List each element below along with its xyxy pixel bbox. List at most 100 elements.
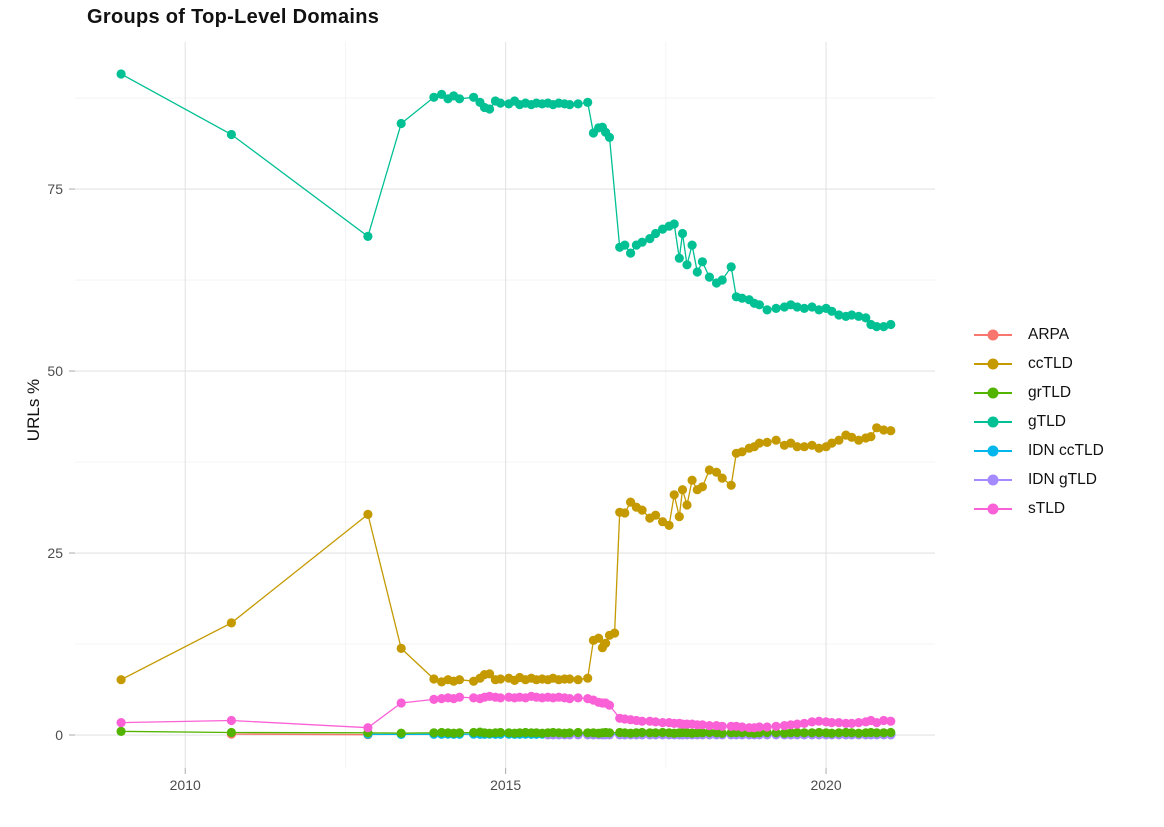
data-point xyxy=(834,718,844,728)
data-point xyxy=(771,435,781,445)
data-point xyxy=(827,438,837,448)
data-point xyxy=(495,727,506,738)
data-point xyxy=(854,718,864,728)
legend-label: sTLD xyxy=(1028,499,1066,517)
data-point xyxy=(583,673,593,683)
chart-title: Groups of Top-Level Domains xyxy=(87,6,380,28)
data-point xyxy=(565,100,575,110)
legend-label: gTLD xyxy=(1028,412,1066,430)
legend-item-cctld: ccTLD xyxy=(972,349,1104,378)
data-point xyxy=(677,485,688,495)
data-point xyxy=(704,727,715,738)
gridlines xyxy=(75,42,935,768)
data-point xyxy=(226,715,236,726)
data-point xyxy=(620,240,630,250)
data-point xyxy=(573,99,583,109)
legend-label: ARPA xyxy=(1028,325,1070,343)
data-point xyxy=(601,638,611,648)
data-point xyxy=(396,698,406,708)
legend-item-idn-gtld: IDN gTLD xyxy=(972,465,1104,494)
data-point xyxy=(454,692,465,702)
data-point xyxy=(594,633,604,643)
data-point xyxy=(854,435,864,445)
data-point xyxy=(704,721,715,731)
data-point xyxy=(799,303,809,313)
data-point xyxy=(827,728,837,738)
legend-item-gtld: gTLD xyxy=(972,407,1104,436)
data-point xyxy=(226,618,236,628)
data-point xyxy=(495,98,506,108)
legend-item-idn-cctld: IDN ccTLD xyxy=(972,436,1104,465)
series-cctld xyxy=(116,423,896,687)
data-point xyxy=(116,675,126,685)
series-stld xyxy=(116,691,896,733)
data-point xyxy=(226,727,236,738)
data-point xyxy=(754,722,765,732)
data-point xyxy=(886,426,896,436)
data-point xyxy=(429,92,439,102)
data-point xyxy=(717,275,727,285)
data-point xyxy=(363,723,373,733)
legend-item-arpa: ARPA xyxy=(972,320,1104,349)
data-point xyxy=(697,728,708,738)
data-point xyxy=(717,721,727,731)
series-line xyxy=(231,733,368,736)
legend-label: IDN ccTLD xyxy=(1028,441,1104,459)
data-point xyxy=(754,438,765,448)
data-point xyxy=(604,132,615,142)
data-point xyxy=(879,715,889,726)
data-point xyxy=(454,675,465,685)
data-point xyxy=(762,305,772,315)
series-arpa xyxy=(226,729,373,740)
data-point xyxy=(651,717,661,727)
data-point xyxy=(485,669,495,679)
data-point xyxy=(226,129,236,140)
data-point xyxy=(866,432,876,442)
data-point xyxy=(682,260,692,270)
data-point xyxy=(637,237,647,247)
data-point xyxy=(737,722,747,732)
data-point xyxy=(454,94,465,104)
data-point xyxy=(116,69,126,79)
data-point xyxy=(854,311,864,321)
data-point xyxy=(792,727,802,738)
data-point xyxy=(565,674,575,684)
legend-key-cctld-icon xyxy=(974,358,1012,369)
data-point xyxy=(454,728,465,738)
data-point xyxy=(674,253,684,263)
data-point xyxy=(437,89,447,99)
data-point xyxy=(847,432,857,442)
data-point xyxy=(814,727,824,738)
data-point xyxy=(872,322,882,332)
data-point xyxy=(704,272,715,282)
legend-key-arpa-icon xyxy=(974,329,1012,340)
data-point xyxy=(737,293,747,303)
data-point xyxy=(637,505,647,515)
x-tick-label: 2015 xyxy=(490,777,521,793)
data-point xyxy=(485,104,495,114)
y-tick-label: 25 xyxy=(47,545,63,561)
data-point xyxy=(879,425,889,435)
legend-item-stld: sTLD xyxy=(972,494,1104,523)
data-point xyxy=(396,643,406,654)
legend-label: IDN gTLD xyxy=(1028,470,1097,488)
data-point xyxy=(704,465,715,475)
x-tick-label: 2020 xyxy=(810,777,841,793)
data-point xyxy=(726,480,736,490)
legend-key-stld-icon xyxy=(974,503,1012,514)
y-tick-label: 75 xyxy=(47,181,63,197)
data-point xyxy=(879,728,889,738)
legend-label: grTLD xyxy=(1028,383,1072,401)
data-point xyxy=(834,435,844,445)
data-point xyxy=(429,674,439,684)
data-point xyxy=(799,728,809,738)
data-point xyxy=(879,322,889,332)
legend-key-grtld-icon xyxy=(974,387,1012,398)
data-point xyxy=(429,694,439,705)
data-point xyxy=(792,302,802,312)
data-point xyxy=(827,306,837,316)
data-point xyxy=(737,447,747,457)
data-point xyxy=(854,728,864,738)
data-point xyxy=(637,727,647,738)
